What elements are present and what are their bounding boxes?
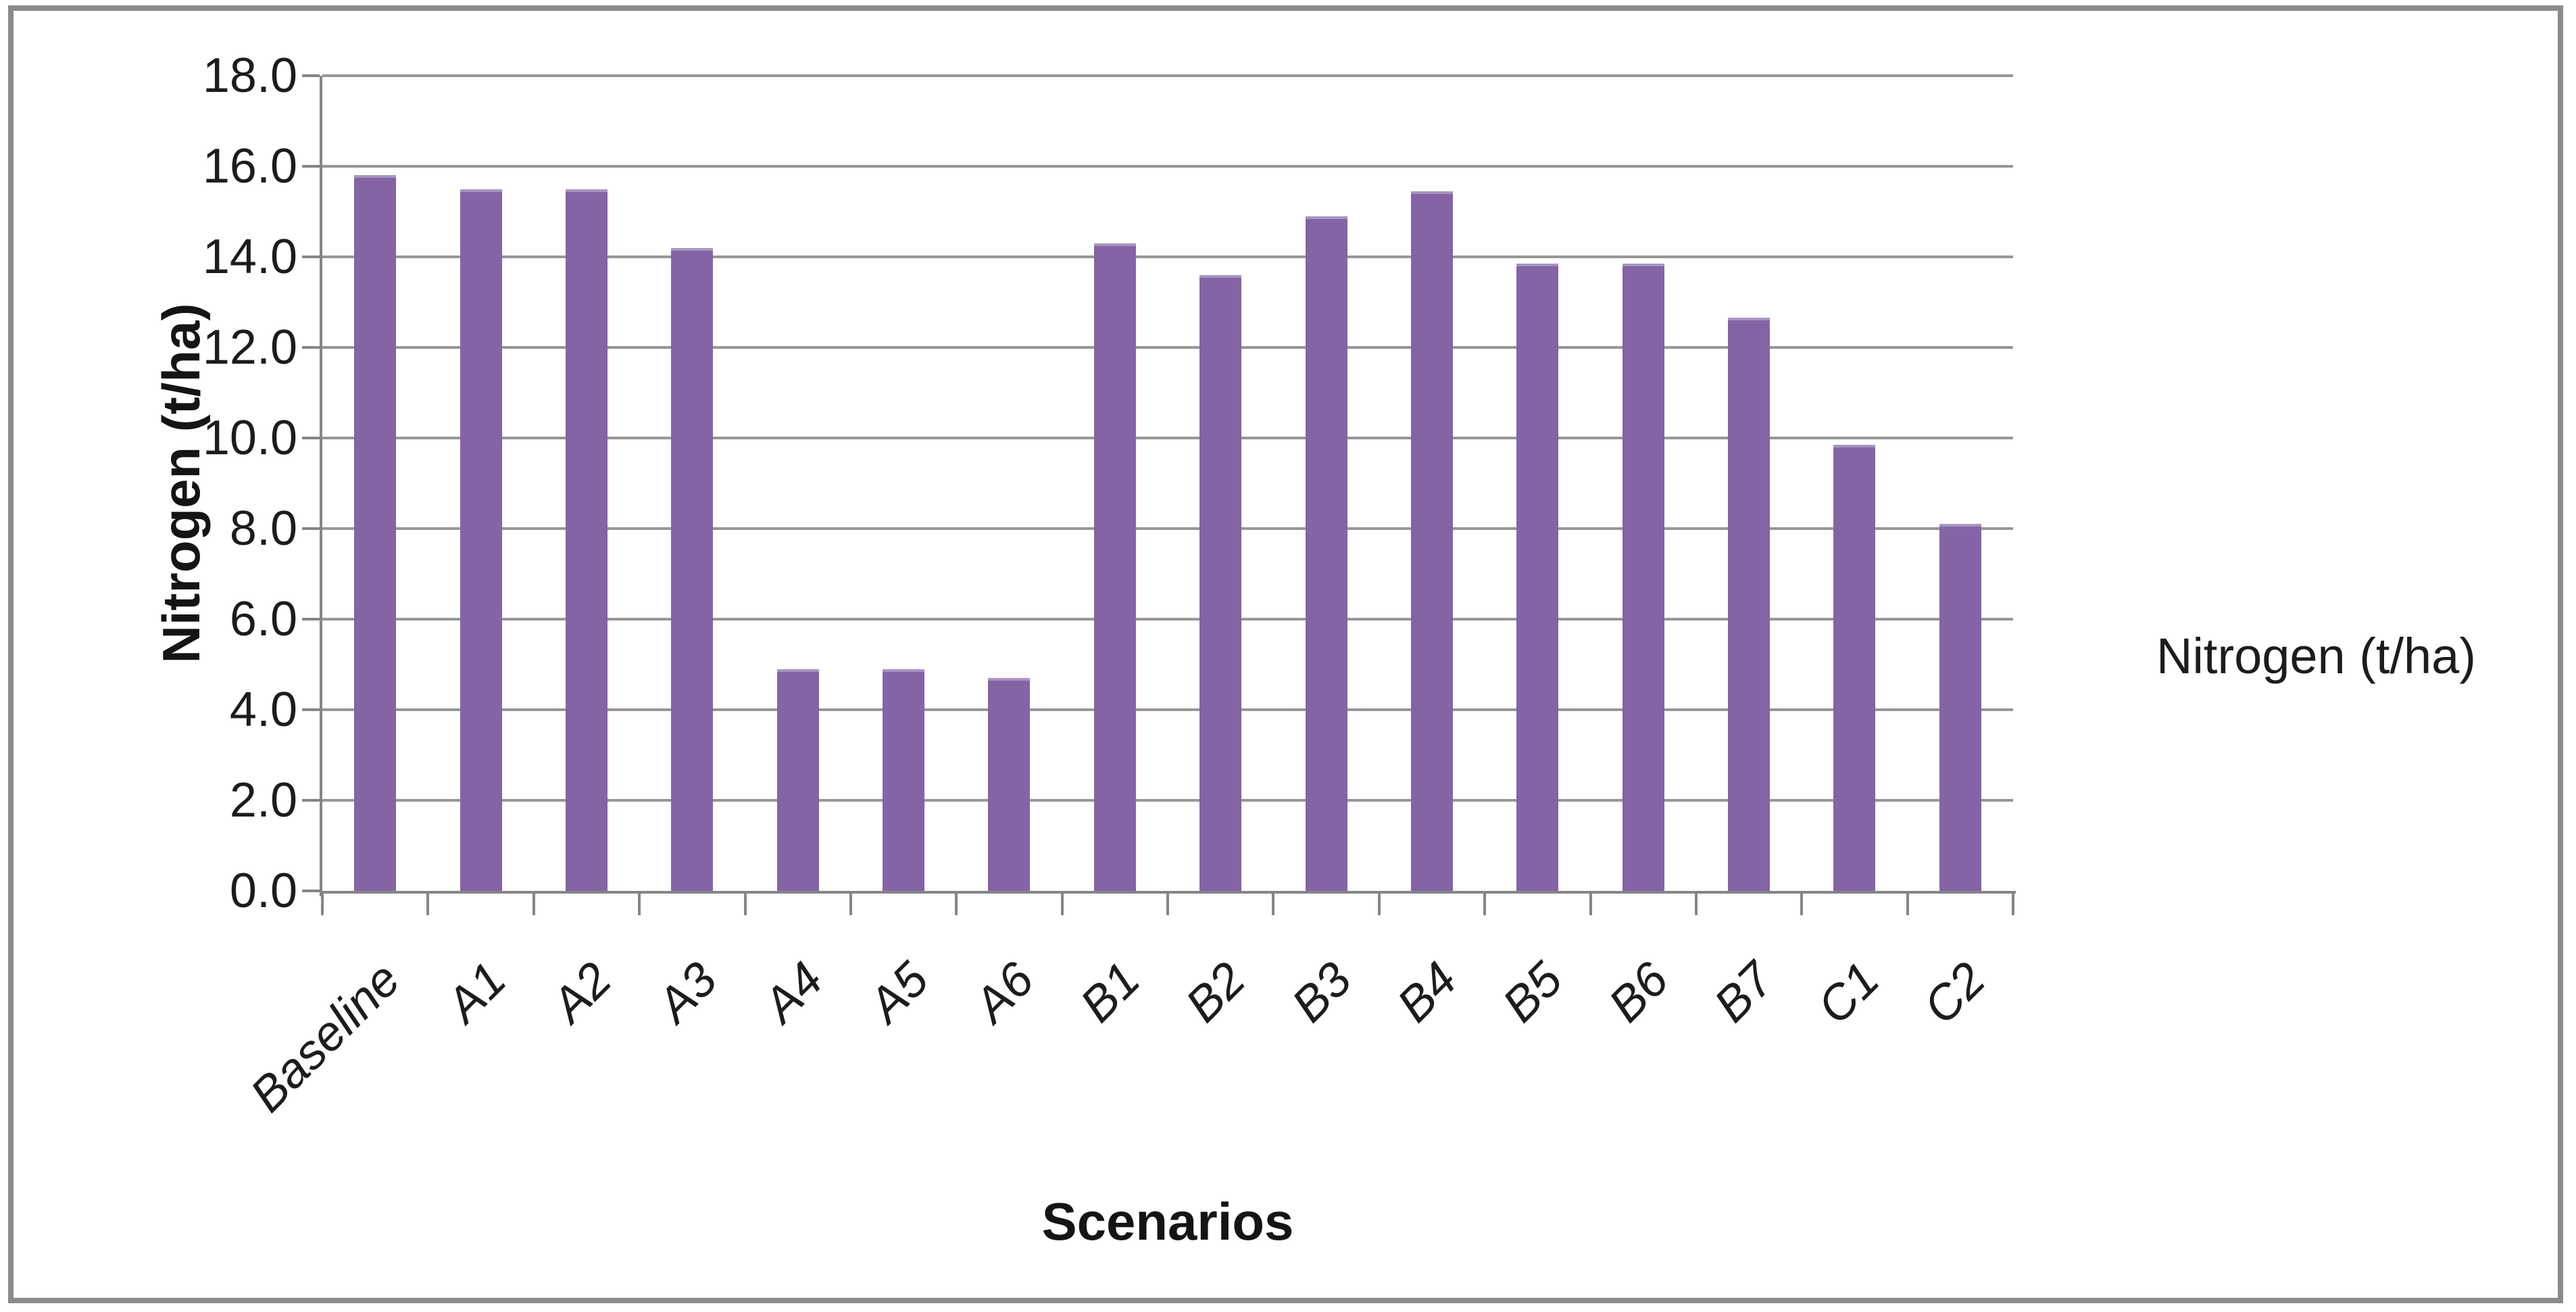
gridline: [322, 799, 2013, 802]
bar-A3: [671, 247, 714, 891]
bar-B1: [1093, 243, 1136, 891]
chart-frame-border: [8, 5, 2563, 1303]
y-tick-mark: [302, 74, 320, 77]
y-tick-label: 8.0: [229, 502, 297, 556]
y-axis-line: [320, 76, 322, 896]
bar-C1: [1833, 445, 1876, 891]
y-tick-label: 10.0: [202, 411, 297, 465]
y-tick-mark: [302, 346, 320, 349]
x-tick-mark: [1694, 894, 1698, 915]
y-tick-label: 0.0: [229, 864, 297, 918]
x-tick-mark: [1800, 894, 1804, 915]
x-tick-mark: [1589, 894, 1592, 915]
x-tick-mark: [321, 894, 324, 915]
x-tick-mark: [2012, 894, 2014, 915]
y-tick-label: 16.0: [202, 139, 297, 193]
bar-B6: [1622, 264, 1664, 891]
y-tick-mark: [302, 618, 320, 621]
legend-series-label: Nitrogen (t/ha): [2156, 628, 2476, 684]
x-tick-mark: [638, 894, 641, 915]
y-tick-label: 6.0: [229, 592, 297, 646]
y-tick-label: 12.0: [202, 320, 297, 374]
x-tick-mark: [1166, 894, 1169, 915]
y-tick-mark: [302, 527, 320, 530]
x-tick-mark: [1272, 894, 1275, 915]
gridline: [322, 346, 2013, 349]
gridline: [322, 708, 2013, 711]
bar-A2: [565, 189, 608, 891]
bar-A6: [988, 678, 1031, 891]
x-tick-mark: [955, 894, 958, 915]
bar-A5: [883, 669, 925, 891]
bar-B5: [1516, 264, 1559, 891]
y-tick-mark: [302, 708, 320, 711]
bar-A1: [460, 189, 502, 891]
bar-B7: [1728, 318, 1770, 891]
y-tick-mark: [302, 799, 320, 802]
y-tick-mark: [302, 437, 320, 439]
bar-Baseline: [354, 175, 397, 891]
gridline: [322, 618, 2013, 621]
legend-color-swatch: [2105, 640, 2139, 673]
x-tick-mark: [1060, 894, 1064, 915]
y-tick-label: 18.0: [202, 49, 297, 103]
y-tick-label: 2.0: [229, 773, 297, 827]
x-axis-line: [320, 891, 2016, 894]
x-tick-mark: [426, 894, 430, 915]
gridline: [322, 437, 2013, 439]
gridline: [322, 165, 2013, 168]
bar-A4: [776, 669, 819, 891]
bar-C2: [1939, 524, 1981, 891]
y-tick-label: 4.0: [229, 683, 297, 737]
x-axis-title: Scenarios: [1041, 1192, 1294, 1251]
bar-B2: [1199, 274, 1242, 891]
x-tick-mark: [743, 894, 747, 915]
x-tick-mark: [1906, 894, 1909, 915]
bar-B4: [1410, 191, 1453, 891]
x-tick-mark: [1377, 894, 1381, 915]
gridline: [322, 527, 2013, 530]
y-tick-mark: [302, 165, 320, 168]
gridline: [322, 256, 2013, 258]
legend: Nitrogen (t/ha): [2105, 627, 2476, 685]
gridline: [322, 74, 2013, 77]
x-tick-mark: [532, 894, 535, 915]
bar-B3: [1305, 216, 1347, 891]
x-tick-mark: [849, 894, 852, 915]
x-tick-mark: [1483, 894, 1487, 915]
y-tick-mark: [302, 890, 320, 892]
y-tick-label: 14.0: [202, 230, 297, 284]
y-axis-title: Nitrogen (t/ha): [151, 303, 211, 664]
y-tick-mark: [302, 256, 320, 258]
